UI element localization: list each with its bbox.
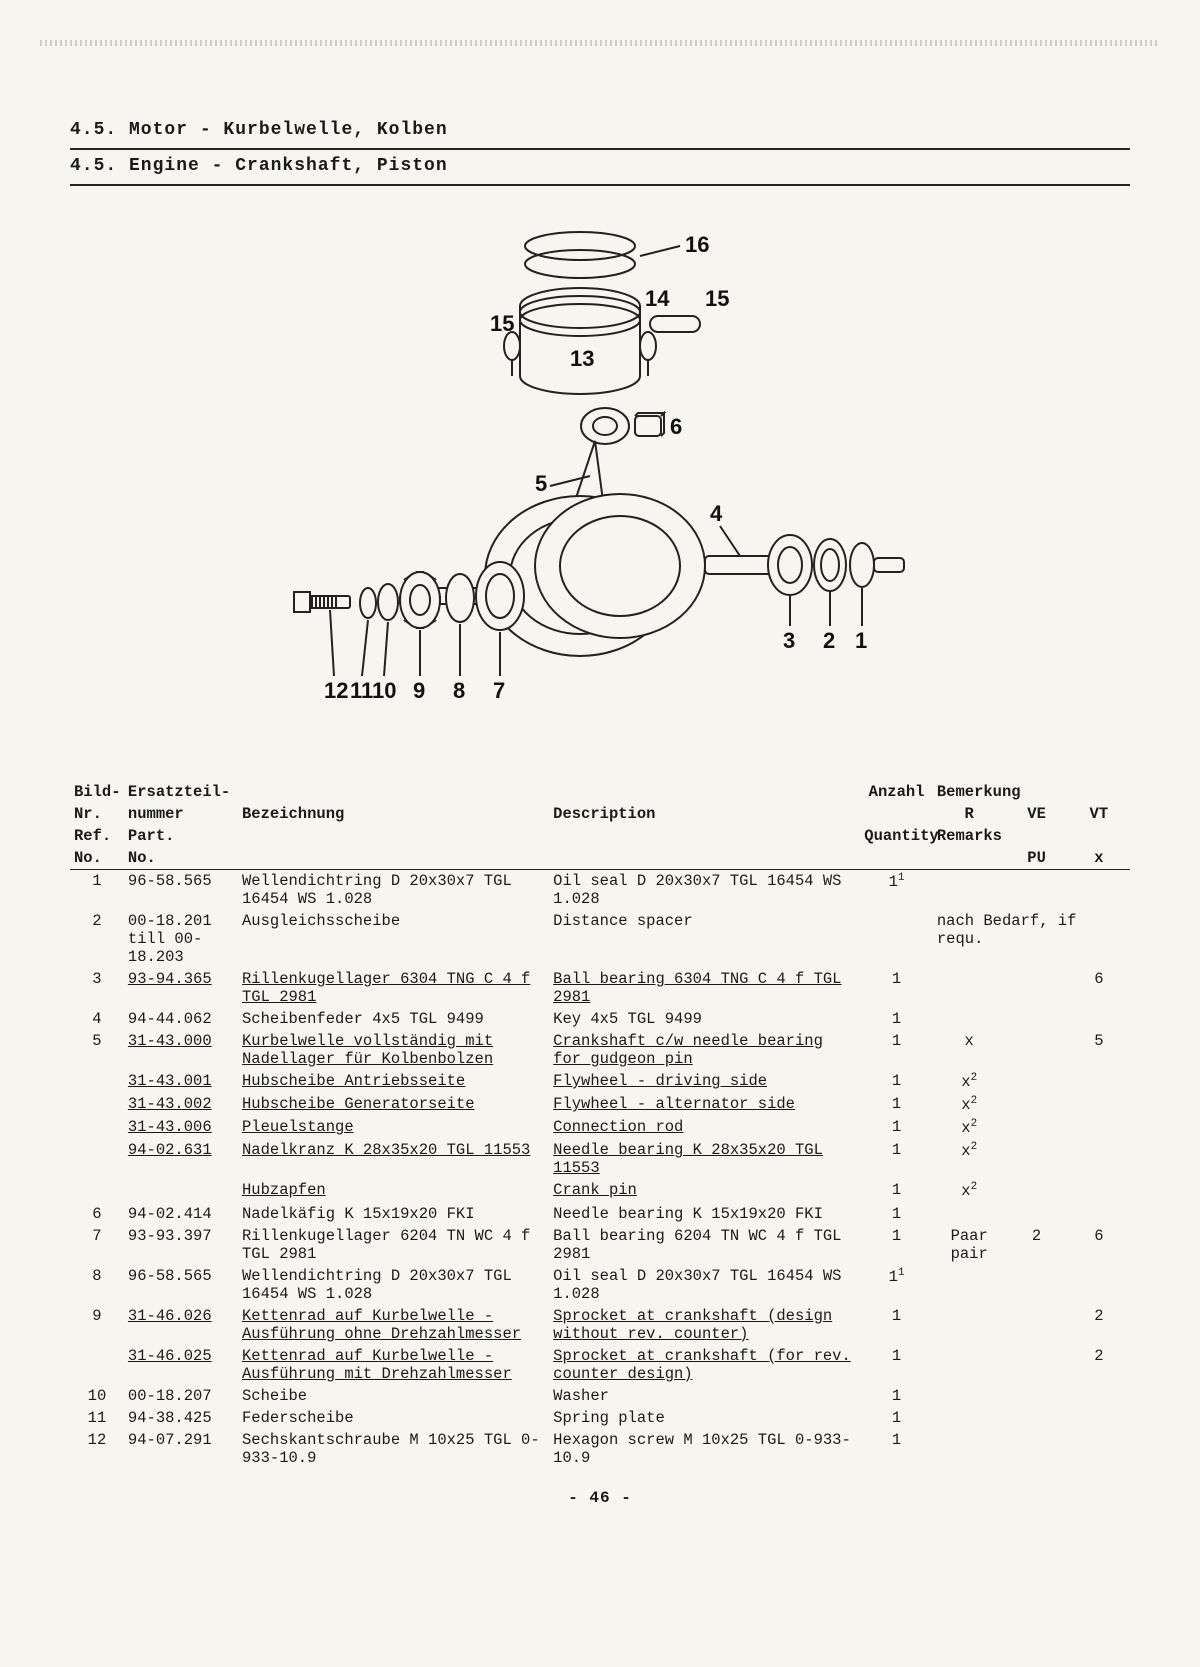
- exploded-diagram: 16 13 14 15 15 6 5: [250, 216, 950, 761]
- heading-en: 4.5. Engine - Crankshaft, Piston: [70, 156, 1130, 176]
- parts-table: Bild- Ersatzteil- Anzahl Bemerkung Nr. n…: [70, 781, 1130, 1469]
- table-row: 31-43.002Hubscheibe GeneratorseiteFlywhe…: [70, 1093, 1130, 1116]
- svg-text:4: 4: [710, 501, 723, 526]
- table-row: 1194-38.425FederscheibeSpring plate1: [70, 1407, 1130, 1429]
- table-row: 531-43.000Kurbelwelle vollständig mit Na…: [70, 1030, 1130, 1070]
- table-row: 94-02.631Nadelkranz K 28x35x20 TGL 11553…: [70, 1139, 1130, 1179]
- svg-text:13: 13: [570, 346, 594, 371]
- svg-text:1: 1: [855, 628, 867, 653]
- svg-text:15: 15: [705, 286, 729, 311]
- table-body: 196-58.565Wellendichtring D 20x30x7 TGL …: [70, 870, 1130, 1469]
- svg-text:11: 11: [350, 678, 373, 703]
- table-header: Bild- Ersatzteil- Anzahl Bemerkung Nr. n…: [70, 781, 1130, 870]
- table-row: 931-46.026Kettenrad auf Kurbelwelle - Au…: [70, 1305, 1130, 1345]
- svg-text:3: 3: [783, 628, 795, 653]
- svg-text:12: 12: [324, 678, 348, 703]
- svg-text:9: 9: [413, 678, 425, 703]
- table-row: 896-58.565Wellendichtring D 20x30x7 TGL …: [70, 1265, 1130, 1305]
- page: 4.5. Motor - Kurbelwelle, Kolben 4.5. En…: [0, 0, 1200, 1667]
- page-number: - 46 -: [70, 1489, 1130, 1507]
- table-row: 1000-18.207ScheibeWasher1: [70, 1385, 1130, 1407]
- table-row: 31-46.025Kettenrad auf Kurbelwelle - Aus…: [70, 1345, 1130, 1385]
- table-row: 200-18.201 till 00-18.203Ausgleichsschei…: [70, 910, 1130, 968]
- svg-text:2: 2: [823, 628, 835, 653]
- table-row: 793-93.397Rillenkugellager 6204 TN WC 4 …: [70, 1225, 1130, 1265]
- svg-text:10: 10: [372, 678, 396, 703]
- table-row: HubzapfenCrank pin1x2: [70, 1179, 1130, 1202]
- svg-text:16: 16: [685, 232, 709, 257]
- scan-artifact: [40, 40, 1160, 46]
- svg-text:15: 15: [490, 311, 514, 336]
- table-row: 1294-07.291Sechskantschraube M 10x25 TGL…: [70, 1429, 1130, 1469]
- table-row: 694-02.414Nadelkäfig K 15x19x20 FKINeedl…: [70, 1203, 1130, 1225]
- rule-2: [70, 184, 1130, 186]
- table-row: 31-43.006PleuelstangeConnection rod1x2: [70, 1116, 1130, 1139]
- table-row: 393-94.365Rillenkugellager 6304 TNG C 4 …: [70, 968, 1130, 1008]
- rule-1: [70, 148, 1130, 150]
- table-row: 31-43.001Hubscheibe AntriebsseiteFlywhee…: [70, 1070, 1130, 1093]
- svg-text:8: 8: [453, 678, 465, 703]
- svg-text:7: 7: [493, 678, 505, 703]
- table-row: 494-44.062Scheibenfeder 4x5 TGL 9499Key …: [70, 1008, 1130, 1030]
- svg-text:14: 14: [645, 286, 670, 311]
- svg-text:5: 5: [535, 471, 547, 496]
- heading-de: 4.5. Motor - Kurbelwelle, Kolben: [70, 120, 1130, 140]
- table-row: 196-58.565Wellendichtring D 20x30x7 TGL …: [70, 870, 1130, 911]
- svg-text:6: 6: [670, 414, 682, 439]
